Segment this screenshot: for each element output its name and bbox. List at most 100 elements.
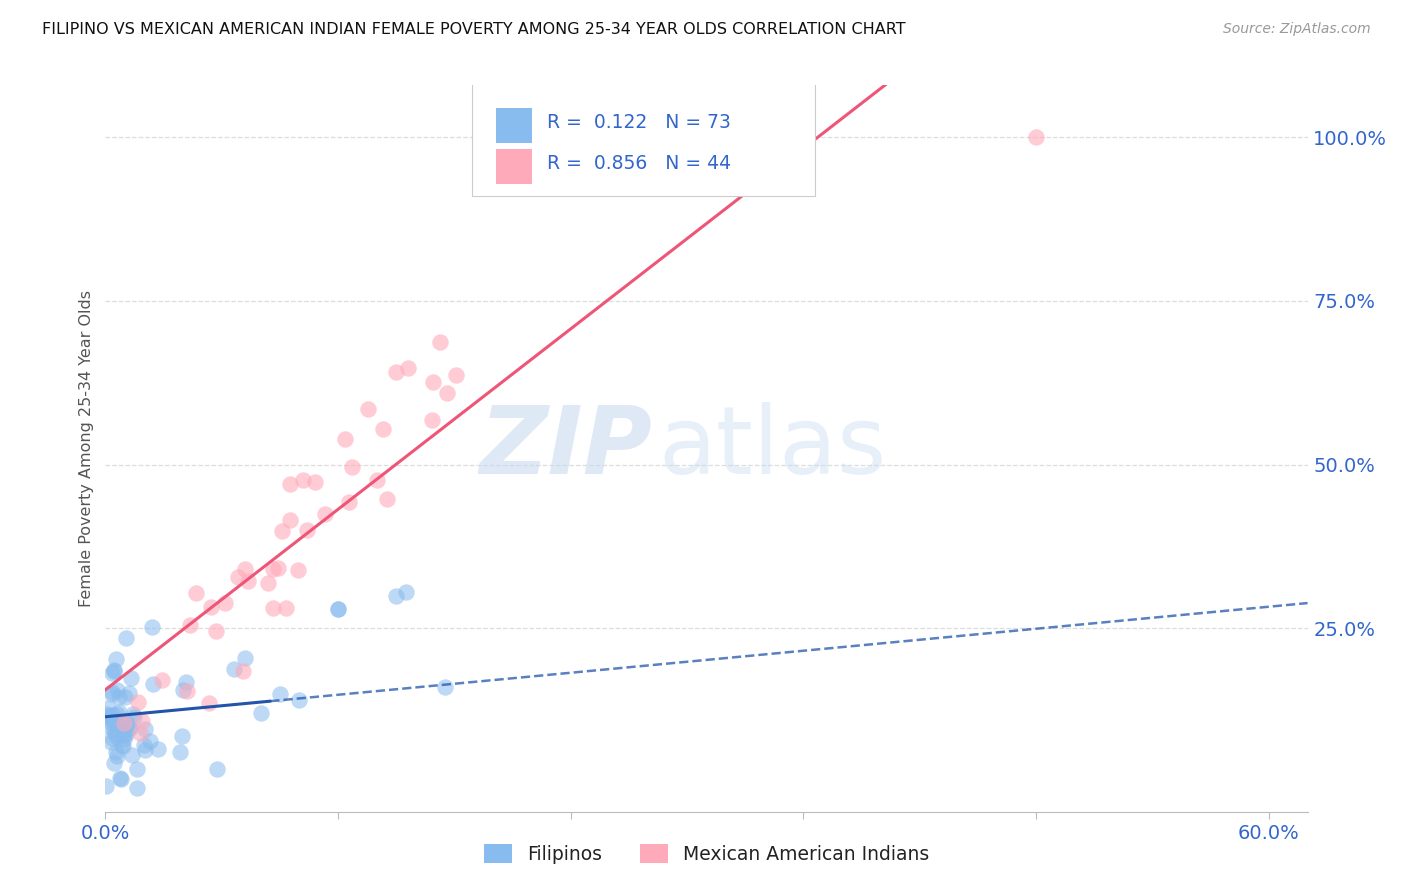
Point xyxy=(96,706,118,721)
Point xyxy=(142,677,165,691)
Point xyxy=(141,620,163,634)
Point xyxy=(228,570,250,584)
Point xyxy=(101,687,124,701)
Point xyxy=(366,473,388,487)
Point xyxy=(97,701,120,715)
Point xyxy=(129,726,152,740)
Point xyxy=(429,334,451,349)
Point xyxy=(1025,130,1047,145)
Point xyxy=(278,513,301,527)
Point xyxy=(396,360,419,375)
Point xyxy=(278,477,301,491)
Point xyxy=(422,412,444,426)
Point xyxy=(108,690,131,705)
Point xyxy=(269,687,291,701)
Point xyxy=(110,771,132,785)
Point xyxy=(340,459,363,474)
Point xyxy=(114,690,136,704)
Point xyxy=(385,589,408,603)
Text: Source: ZipAtlas.com: Source: ZipAtlas.com xyxy=(1223,22,1371,37)
Point xyxy=(101,666,124,681)
Point xyxy=(333,432,356,446)
Point xyxy=(104,726,127,740)
Point xyxy=(267,561,290,575)
Point xyxy=(101,716,124,731)
Y-axis label: Female Poverty Among 25-34 Year Olds: Female Poverty Among 25-34 Year Olds xyxy=(79,290,94,607)
Point xyxy=(236,574,259,588)
Point xyxy=(100,684,122,698)
Point xyxy=(314,508,336,522)
Point xyxy=(120,721,142,735)
Point xyxy=(172,683,194,698)
Point xyxy=(105,683,128,698)
Point xyxy=(110,772,132,787)
FancyBboxPatch shape xyxy=(472,83,814,196)
Point xyxy=(103,663,125,677)
Point xyxy=(105,651,128,665)
Text: FILIPINO VS MEXICAN AMERICAN INDIAN FEMALE POVERTY AMONG 25-34 YEAR OLDS CORRELA: FILIPINO VS MEXICAN AMERICAN INDIAN FEMA… xyxy=(42,22,905,37)
Point xyxy=(138,733,160,747)
Point xyxy=(373,422,395,436)
Point xyxy=(174,675,197,690)
Point xyxy=(122,710,145,724)
Point xyxy=(232,664,254,678)
Point xyxy=(103,723,125,737)
Point xyxy=(287,563,309,577)
Point xyxy=(97,719,120,733)
Point xyxy=(107,748,129,763)
Point xyxy=(120,671,142,685)
Point xyxy=(198,696,221,710)
Point xyxy=(132,738,155,752)
Point xyxy=(111,739,134,753)
Point xyxy=(179,618,201,632)
Point xyxy=(101,707,124,722)
Point xyxy=(295,523,318,537)
Point xyxy=(384,365,406,379)
Point xyxy=(222,662,245,676)
Point xyxy=(100,735,122,749)
Legend: Filipinos, Mexican American Indians: Filipinos, Mexican American Indians xyxy=(477,837,936,871)
Point xyxy=(356,401,378,416)
Point xyxy=(170,729,193,743)
Point xyxy=(100,731,122,746)
Point xyxy=(395,585,418,599)
Point xyxy=(292,473,315,487)
Point xyxy=(105,745,128,759)
Point xyxy=(436,386,458,401)
Point xyxy=(270,524,292,538)
Text: atlas: atlas xyxy=(658,402,887,494)
Point xyxy=(112,715,135,730)
Text: R =  0.122   N = 73: R = 0.122 N = 73 xyxy=(547,113,731,132)
Point xyxy=(326,601,349,615)
Point xyxy=(249,706,271,721)
Point xyxy=(326,601,349,615)
Point xyxy=(131,714,153,728)
Text: ZIP: ZIP xyxy=(479,402,652,494)
Point xyxy=(96,709,118,723)
FancyBboxPatch shape xyxy=(496,108,533,143)
FancyBboxPatch shape xyxy=(496,149,533,184)
Point xyxy=(108,716,131,731)
Point xyxy=(375,492,398,507)
Point xyxy=(114,727,136,741)
Point xyxy=(205,762,228,776)
Point xyxy=(214,596,236,610)
Point xyxy=(101,713,124,727)
Point xyxy=(150,673,173,688)
Point xyxy=(146,742,169,756)
Point xyxy=(204,624,226,638)
Point xyxy=(100,708,122,723)
Point xyxy=(262,600,284,615)
Point xyxy=(105,731,128,745)
Point xyxy=(422,375,444,389)
Point xyxy=(112,731,135,746)
Point xyxy=(118,686,141,700)
Point xyxy=(257,575,280,590)
Point xyxy=(112,728,135,742)
Point xyxy=(233,562,256,576)
Point xyxy=(121,706,143,721)
Point xyxy=(184,586,207,600)
Point xyxy=(433,680,456,694)
Point xyxy=(98,710,121,724)
Point xyxy=(127,695,149,709)
